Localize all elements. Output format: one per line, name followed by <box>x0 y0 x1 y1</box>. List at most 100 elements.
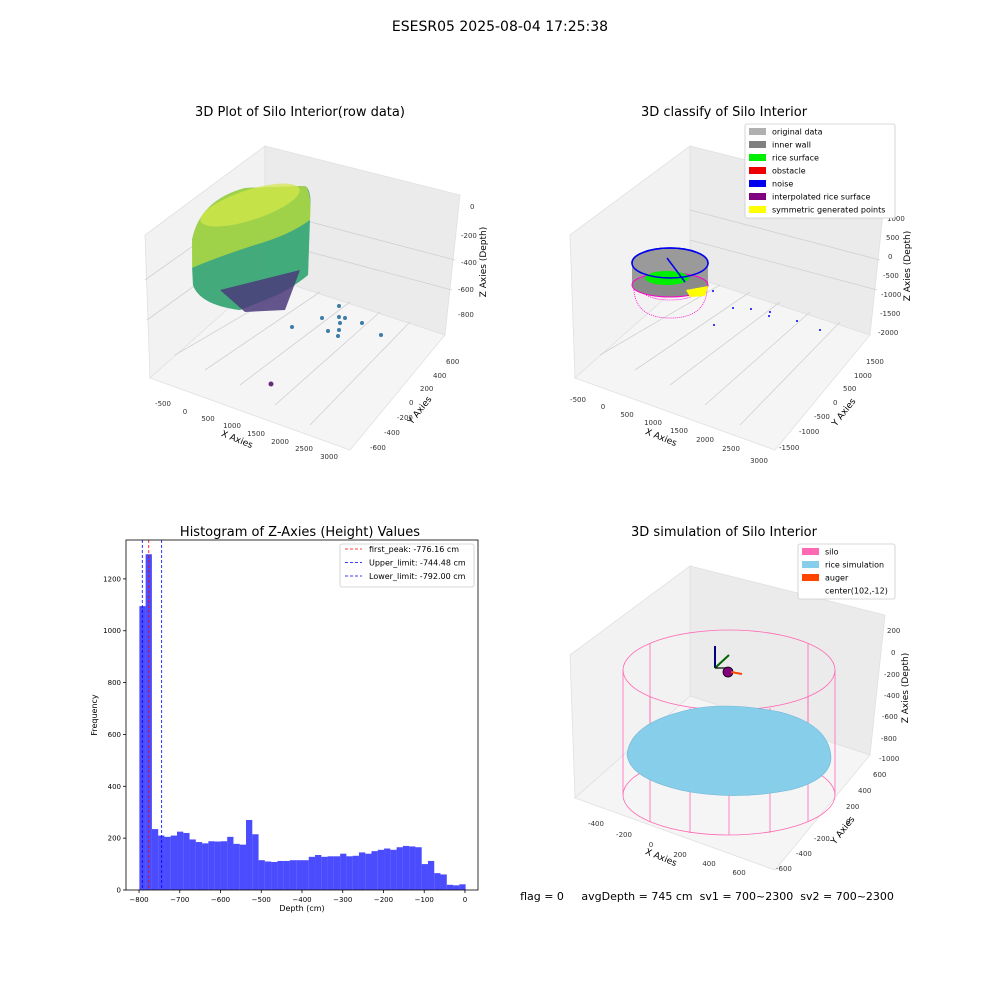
classify-legend: original data inner wall rice surface obsta… <box>744 123 896 219</box>
raw-ytick: -400 <box>384 429 400 437</box>
raw-title: 3D Plot of Silo Interior(row data) <box>195 105 405 120</box>
classify-ytick: 1500 <box>866 358 884 366</box>
classify-legend-swatch <box>749 167 766 174</box>
classify-legend-label: rice surface <box>772 154 819 163</box>
histogram-bar <box>446 884 454 890</box>
classify-ztick: 0 <box>888 253 892 261</box>
simulation-ytick: -400 <box>796 850 812 858</box>
classify-noise-point <box>819 329 821 331</box>
histogram-x-tick-label: −100 <box>415 896 434 904</box>
raw-grid <box>239 301 351 386</box>
raw-outlier-point <box>326 329 330 333</box>
classify-legend-label: obstacle <box>772 167 806 176</box>
histogram-bar <box>151 829 159 890</box>
classify-ytick: 1000 <box>854 372 872 380</box>
raw-ytick: -600 <box>370 444 386 452</box>
histogram-bar <box>177 831 184 890</box>
raw-grid <box>309 321 411 426</box>
raw-xtick: 2500 <box>295 445 313 453</box>
histogram-title: Histogram of Z-Axies (Height) Values <box>180 525 420 540</box>
raw-ytick: -200 <box>397 414 413 422</box>
histogram-legend-frame <box>339 543 475 588</box>
classify-noise-point <box>712 290 714 292</box>
histogram-legend-label: Lower_limit: -792.00 cm <box>369 572 466 581</box>
histogram-bar <box>421 864 428 890</box>
simulation-title: 3D simulation of Silo Interior <box>631 525 818 540</box>
classify-ztick: -1000 <box>881 291 901 299</box>
classify-legend-swatch <box>749 206 766 213</box>
histogram-bar <box>340 853 347 890</box>
classify-grid <box>689 209 881 261</box>
histogram-legend-label: first_peak: -776.16 cm <box>369 545 459 554</box>
histogram-bar <box>409 846 416 890</box>
classify-noise-point <box>796 320 798 322</box>
classify-ztick: -500 <box>883 272 899 280</box>
classify-ytick: -1000 <box>799 428 819 436</box>
histogram-bar <box>327 856 334 890</box>
histogram-bar <box>164 836 171 890</box>
histogram-y-ticks: 0 200 400 600 800 1000 1200 <box>103 575 126 895</box>
histogram-bar <box>459 884 466 890</box>
classify-pane-floor <box>574 275 871 451</box>
simulation-legend-label: center(102,-12) <box>825 587 888 596</box>
histogram-bar <box>258 860 265 890</box>
histogram-bar <box>384 848 391 890</box>
histogram-x-tick-label: −300 <box>333 896 352 904</box>
classify-legend-swatch <box>749 141 766 148</box>
classify-xtick: 0 <box>601 403 605 411</box>
histogram-bar <box>377 849 385 890</box>
classify-legend-label: interpolated rice surface <box>772 193 870 202</box>
histogram-bar <box>352 855 359 890</box>
raw-silo-bottom <box>220 270 300 312</box>
histogram-bar <box>202 843 209 890</box>
histogram-bar <box>195 842 203 890</box>
classify-grid <box>599 284 721 356</box>
simulation-xtick: 200 <box>673 851 686 859</box>
simulation-legend-label: silo <box>825 548 839 557</box>
classify-noise-point <box>750 308 752 310</box>
histogram-bar <box>371 851 378 890</box>
histogram-bar <box>308 856 316 890</box>
histogram-bar <box>289 860 297 890</box>
classify-ticks: -500 0 500 1000 1500 2000 2500 3000 -150… <box>570 215 905 465</box>
histogram-x-tick-label: −600 <box>211 896 230 904</box>
raw-ytick: 400 <box>433 372 446 380</box>
histogram-bar <box>239 844 247 890</box>
simulation-legend-swatch <box>802 574 819 581</box>
histogram-bar <box>321 856 328 890</box>
raw-zlabel: Z Axies (Depth) <box>479 227 489 298</box>
figure-title: ESESR05 2025-08-04 17:25:38 <box>392 19 608 35</box>
raw-grid <box>204 291 321 371</box>
histogram-bar <box>220 841 228 890</box>
classify-grid <box>704 311 811 406</box>
simulation-ticks: -400 -200 0 200 400 600 -600 -400 -200 0… <box>588 627 900 877</box>
classify-xtick: 500 <box>620 411 633 419</box>
histogram-bar <box>277 860 284 890</box>
classify-grid <box>689 239 878 291</box>
histogram-x-tick-label: −200 <box>374 896 393 904</box>
classify-ytick: -500 <box>814 413 830 421</box>
raw-outlier-point <box>379 333 383 337</box>
histogram-bar <box>434 873 441 890</box>
simulation-ytick: 600 <box>873 771 886 779</box>
raw-point-cloud <box>192 183 383 387</box>
histogram-reference-lines <box>141 540 163 890</box>
classify-noise-point <box>768 315 770 317</box>
histogram-bar <box>208 841 215 890</box>
histogram-bar <box>390 849 397 890</box>
classify-legend-swatch <box>749 128 766 135</box>
simulation-rice <box>626 705 832 796</box>
panel-raw: 3D Plot of Silo Interior(row data) <box>144 105 489 461</box>
simulation-ylabel: Y Axies <box>829 815 858 848</box>
simulation-ztick: -200 <box>884 671 900 679</box>
histogram-bar <box>183 832 190 890</box>
histogram-bar <box>333 856 341 890</box>
raw-outlier-point <box>336 334 340 338</box>
histogram-legend-label: Upper_limit: -744.48 cm <box>369 559 466 568</box>
classify-ztick: 1000 <box>887 215 905 223</box>
classify-title: 3D classify of Silo Interior <box>641 105 808 120</box>
simulation-xtick: -200 <box>616 831 632 839</box>
panel-histogram: Histogram of Z-Axies (Height) Values −80… <box>90 525 479 913</box>
histogram-bar <box>252 834 259 890</box>
histogram-bar <box>227 836 234 890</box>
